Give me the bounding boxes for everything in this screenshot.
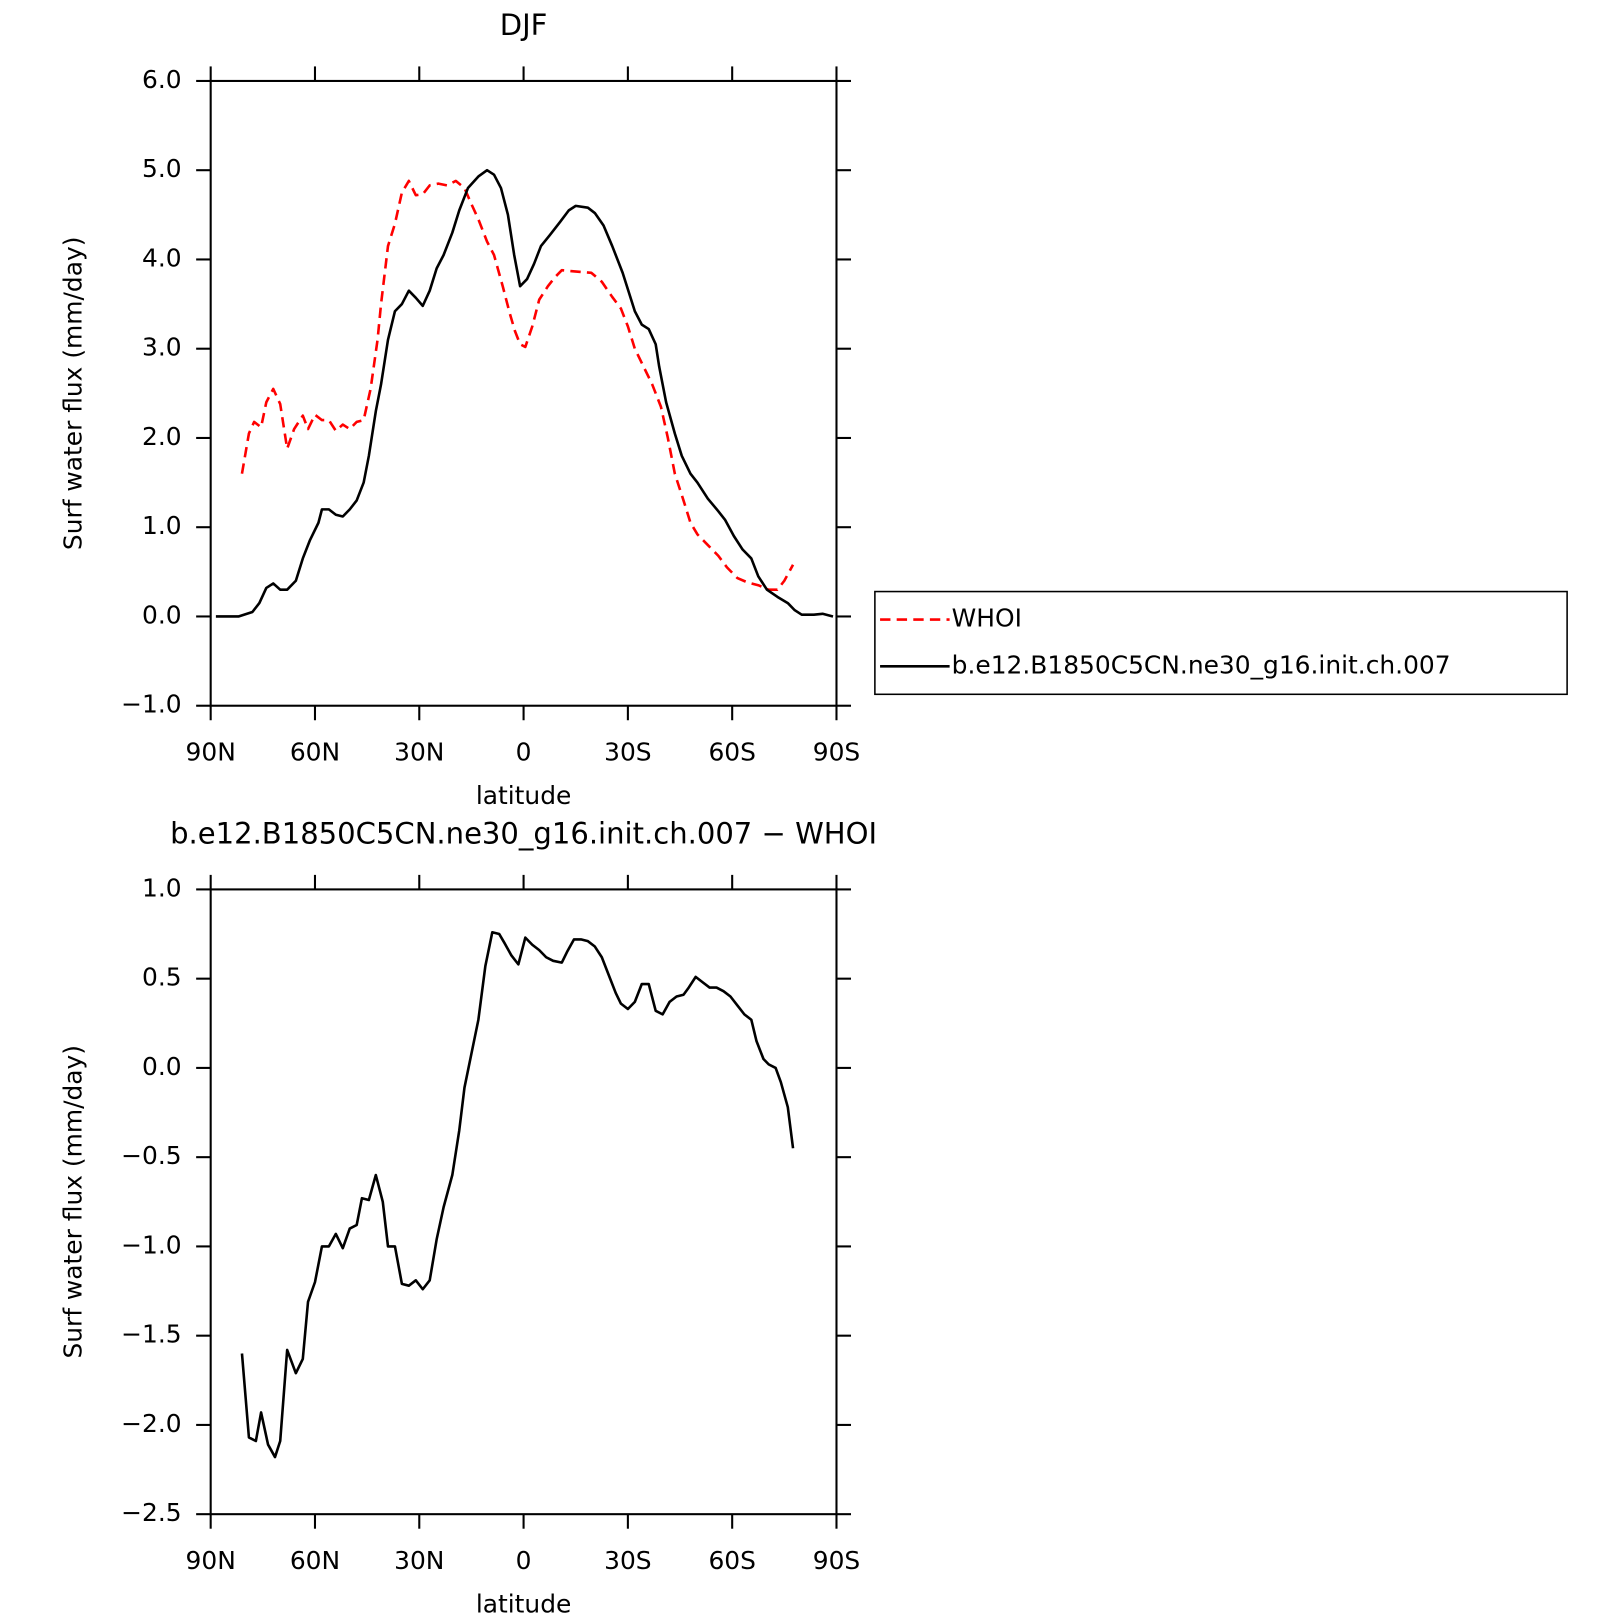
y-tick-label: 4.0 [142,243,182,272]
y-axis-label: Surf water flux (mm/day) [59,237,88,551]
x-tick-label: 90N [186,1546,236,1575]
y-tick-label: 2.0 [142,422,182,451]
y-tick-label: −1.0 [121,1230,181,1259]
x-tick-label: 60N [290,1546,340,1575]
x-tick-label: 30S [604,1546,651,1575]
y-tick-label: 5.0 [142,154,182,183]
plot-frame [209,79,838,707]
y-tick-label: −1.0 [121,690,181,719]
y-tick-label: 0.0 [142,1052,182,1081]
y-axis-label: Surf water flux (mm/day) [59,1045,88,1359]
x-tick-label: 30N [394,737,444,766]
legend-box [874,590,1568,696]
x-axis-label: latitude [476,781,572,810]
series-line [240,930,795,1459]
y-tick-label: −2.0 [121,1409,181,1438]
plot-frame [209,888,838,1516]
legend-label: b.e12.B1850C5CN.ne30_g16.init.ch.007 [952,650,1451,679]
y-tick-label: 6.0 [142,65,182,94]
y-tick-label: 1.0 [142,873,182,902]
x-tick-label: 90N [186,737,236,766]
x-tick-label: 60S [708,1546,755,1575]
x-tick-label: 30S [604,737,651,766]
series-line [240,179,795,591]
y-tick-label: −1.5 [121,1320,181,1349]
x-tick-label: 90S [813,1546,860,1575]
chart-title: DJF [500,8,548,42]
series-line [215,168,834,618]
y-tick-label: 1.0 [142,511,182,540]
x-tick-label: 0 [516,1546,532,1575]
x-tick-label: 60S [708,737,755,766]
x-axis-label: latitude [476,1590,572,1619]
x-tick-label: 90S [813,737,860,766]
x-tick-label: 30N [394,1546,444,1575]
y-tick-label: 0.5 [142,963,182,992]
y-tick-label: −0.5 [121,1141,181,1170]
x-tick-label: 0 [516,737,532,766]
y-tick-label: 3.0 [142,333,182,362]
chart-title: b.e12.B1850C5CN.ne30_g16.init.ch.007 − W… [170,816,877,850]
y-tick-label: 0.0 [142,600,182,629]
x-tick-label: 60N [290,737,340,766]
y-tick-label: −2.5 [121,1498,181,1527]
legend-label: WHOI [952,604,1022,633]
